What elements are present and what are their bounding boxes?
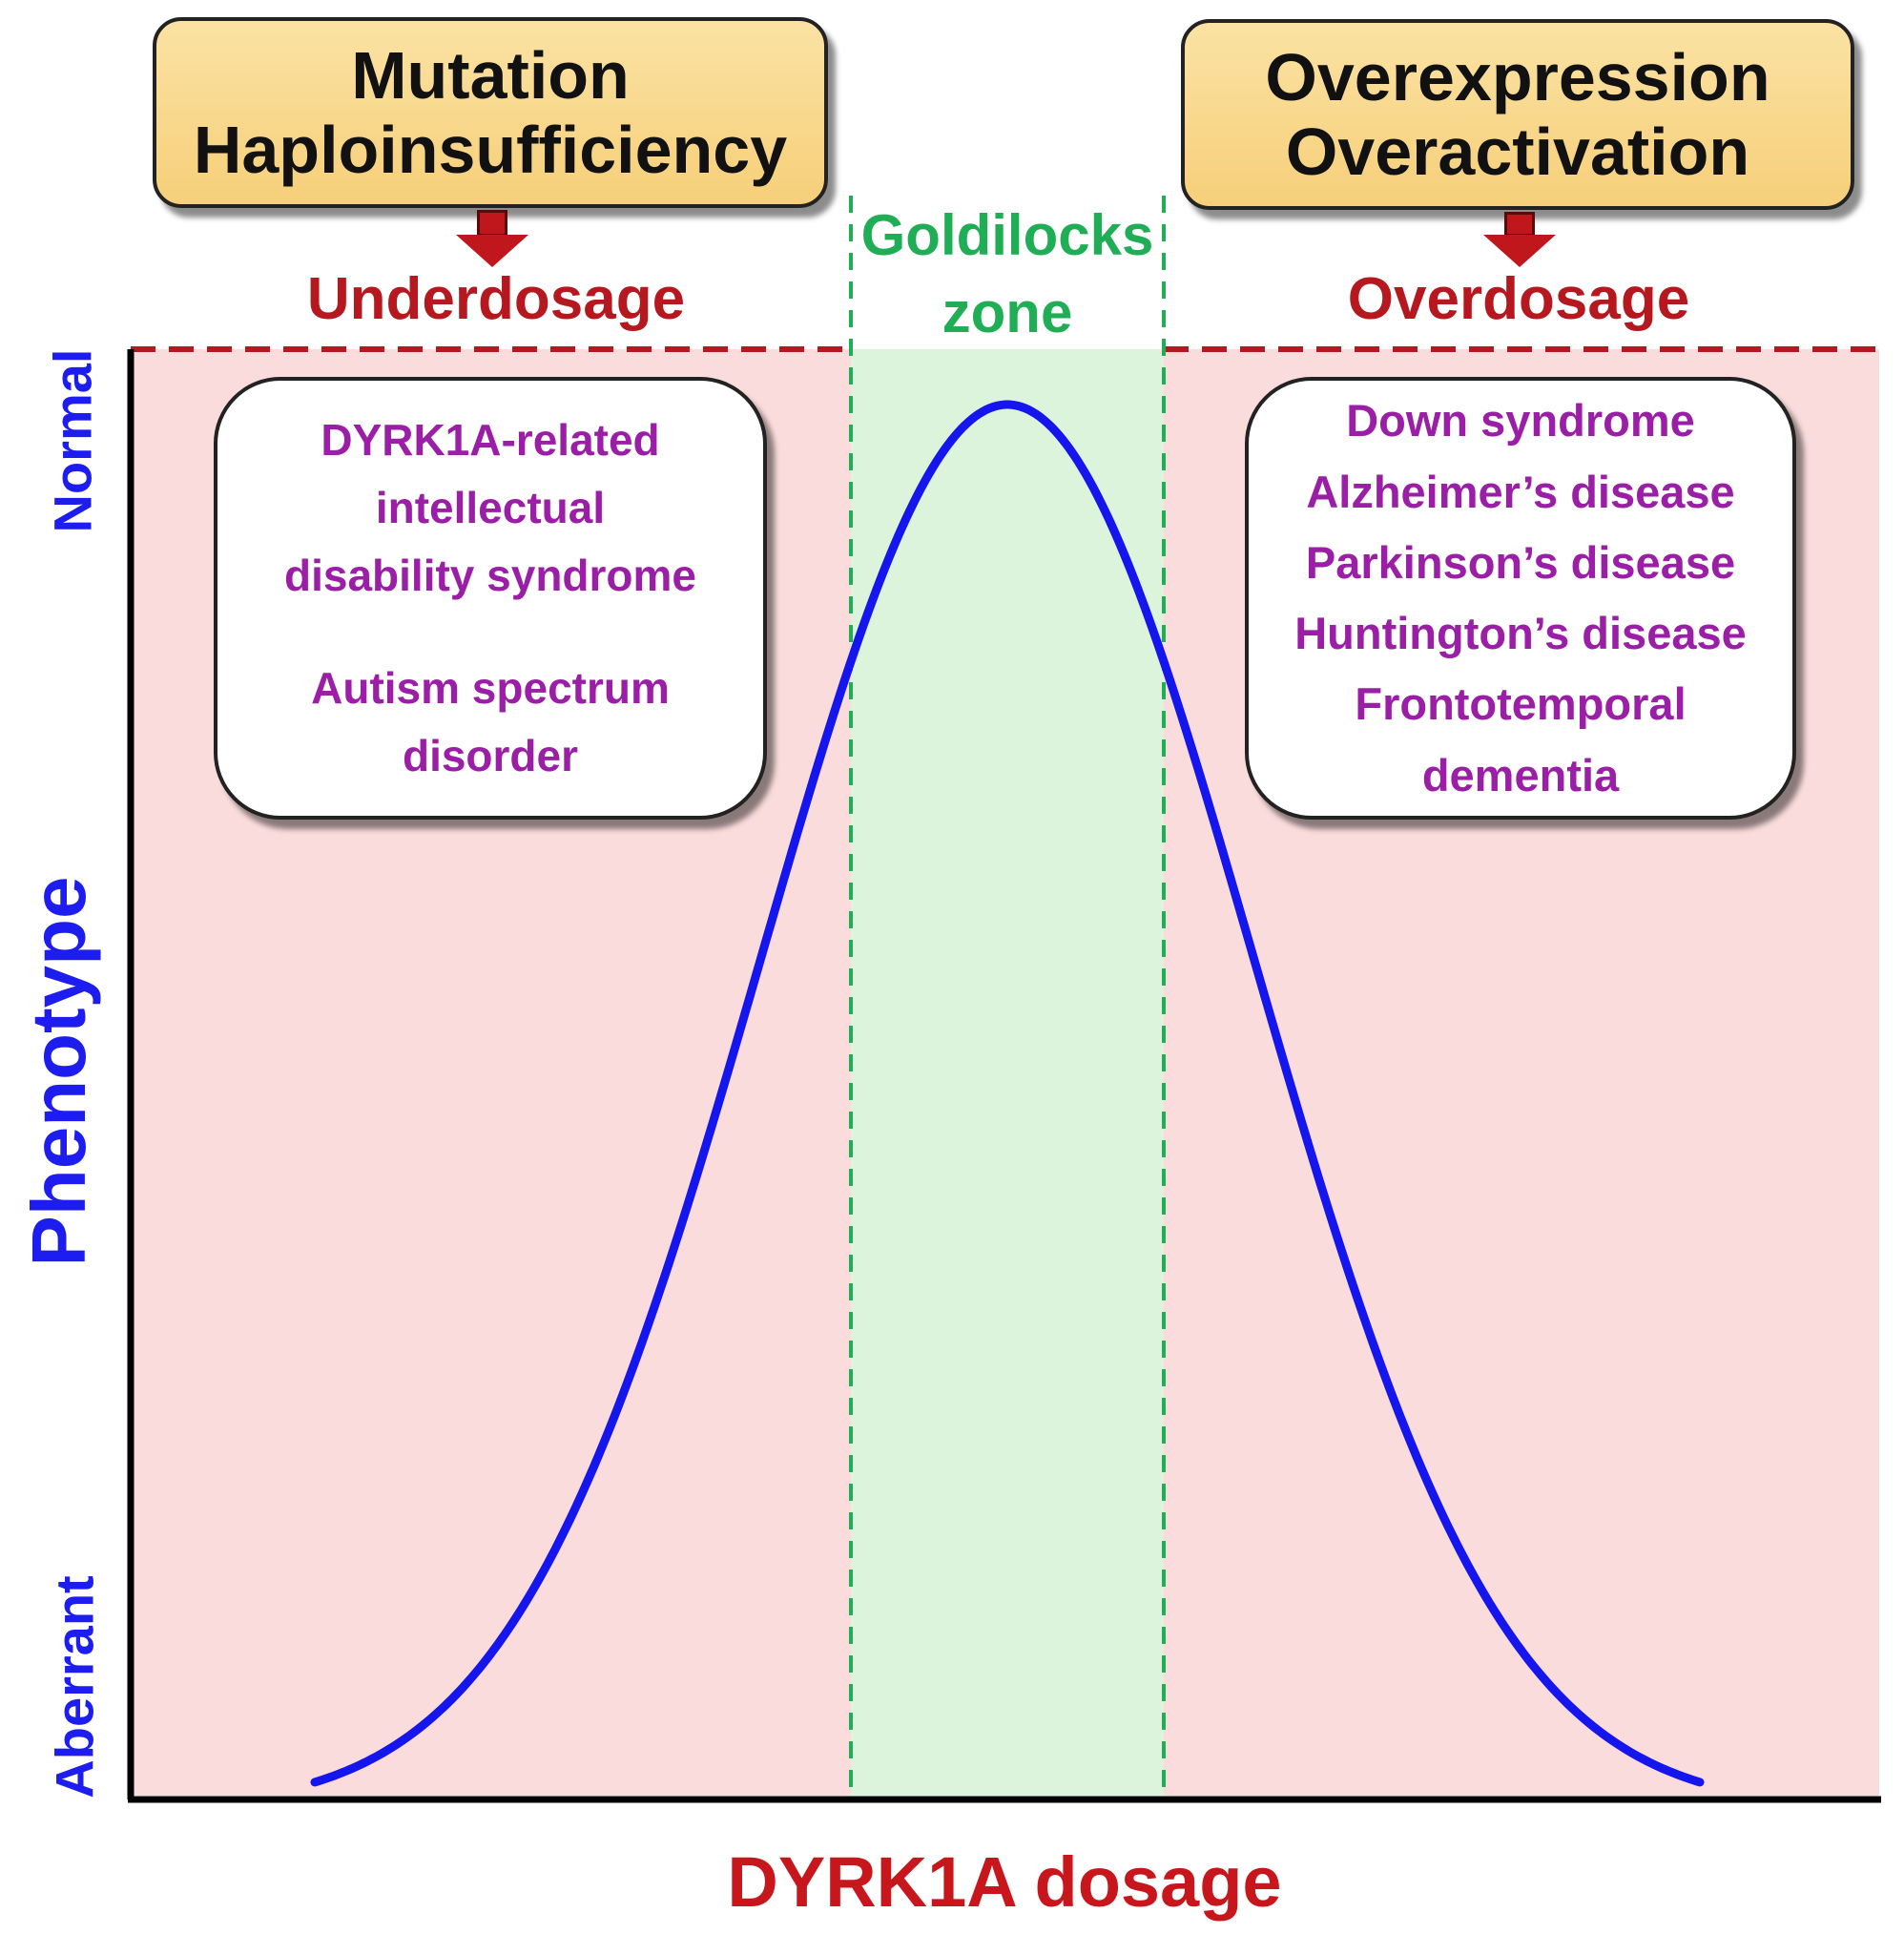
- y-axis-top-label: Normal: [42, 348, 103, 533]
- y-axis-title: Phenotype: [16, 876, 101, 1267]
- x-axis-title: DYRK1A dosage: [727, 1842, 1282, 1922]
- condition-down-syndrome: Down syndrome: [1346, 395, 1695, 447]
- phenotype-curve: [310, 400, 1705, 1787]
- goldilocks-zone-label: Goldilocks zone: [839, 197, 1175, 351]
- y-axis-bottom-label: Aberrant: [44, 1575, 105, 1799]
- zone-label-line1: Goldilocks: [860, 203, 1154, 267]
- zone-label-line2: zone: [942, 281, 1073, 344]
- header-left-line2: Haploinsufficiency: [193, 113, 788, 187]
- header-left-line1: Mutation: [351, 37, 630, 113]
- condition-alzheimers: Alzheimer’s disease: [1306, 466, 1735, 517]
- overexpression-overactivation-box: Overexpression Overactivation: [1181, 19, 1854, 210]
- mutation-haploinsufficiency-box: Mutation Haploinsufficiency: [153, 17, 828, 208]
- header-right-line1: Overexpression: [1265, 39, 1770, 114]
- condition-dyrk1a-line1: DYRK1A-related: [321, 414, 660, 465]
- condition-autism-line2: disorder: [402, 730, 579, 780]
- header-right-line2: Overactivation: [1285, 114, 1750, 189]
- condition-frontotemporal-line2: dementia: [1421, 749, 1620, 801]
- condition-autism-line1: Autism spectrum: [311, 662, 670, 713]
- condition-parkinsons: Parkinson’s disease: [1305, 536, 1736, 588]
- goldilocks-region: [851, 349, 1164, 1796]
- underdosage-conditions-box: DYRK1A-related intellectual disability s…: [214, 377, 767, 820]
- underdosage-label: Underdosage: [306, 266, 686, 332]
- condition-frontotemporal-line1: Frontotemporal: [1355, 678, 1687, 730]
- condition-dyrk1a-line3: disability syndrome: [283, 551, 696, 601]
- condition-huntingtons: Huntington’s disease: [1294, 608, 1747, 658]
- overdosage-label: Overdosage: [1347, 266, 1690, 332]
- overdosage-conditions-box: Down syndrome Alzheimer’s disease Parkin…: [1245, 377, 1796, 820]
- condition-dyrk1a-line2: intellectual: [375, 483, 606, 533]
